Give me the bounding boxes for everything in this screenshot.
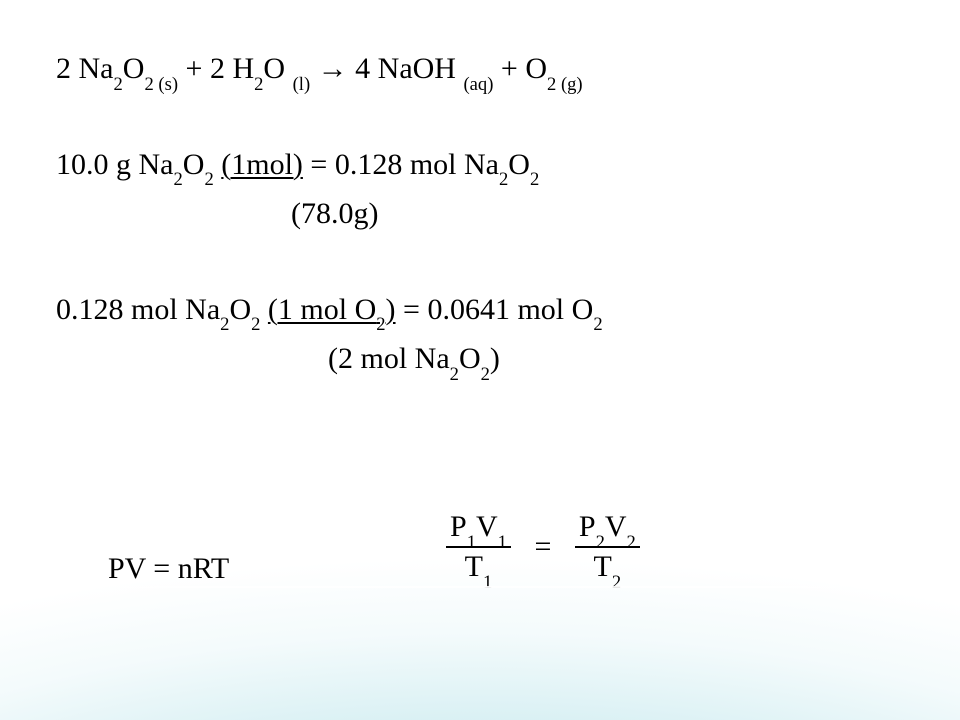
s1-a: 10.0 g Na xyxy=(56,148,173,181)
s2-a: 0.128 mol Na xyxy=(56,293,220,326)
s2-s1: 2 xyxy=(220,314,229,335)
reactant-1-sub2: 2 (s) xyxy=(144,74,178,95)
s2-l2-b: O xyxy=(459,342,481,375)
reactant-2-sub2: (l) xyxy=(293,74,311,95)
coef-2: 2 xyxy=(210,52,233,85)
s1-eq: = 0.128 mol Na xyxy=(303,148,499,181)
reactant-2-sub1: 2 xyxy=(254,74,263,95)
s1-d: O xyxy=(508,148,530,181)
combined-eq: = xyxy=(528,530,557,564)
step1-line2: (78.0g) xyxy=(56,195,904,233)
s1-s3: 2 xyxy=(499,169,508,190)
reactant-2-mid: O xyxy=(263,52,292,85)
step2-line1: 0.128 mol Na2O2 (1 mol O2) = 0.0641 mol … xyxy=(56,291,904,329)
d2-s: 2 xyxy=(612,572,621,593)
reactant-1-sub1: 2 xyxy=(113,74,122,95)
s2-l2-c: ) xyxy=(490,342,500,375)
frac-left-den: T1 xyxy=(446,548,511,584)
n2-s2: 2 xyxy=(627,532,636,553)
d2-a: T xyxy=(594,550,612,583)
d1-s: 1 xyxy=(483,572,492,593)
coef-3: 4 xyxy=(355,52,378,85)
combined-gas-law: P1V1 T1 = P2V2 T2 xyxy=(436,510,650,584)
reactant-2-base: H xyxy=(232,52,254,85)
s2-s2: 2 xyxy=(251,314,260,335)
s2-u-b: ) xyxy=(386,293,396,326)
s1-s2: 2 xyxy=(204,169,213,190)
step1-line1: 10.0 g Na2O2 (1mol) = 0.128 mol Na2O2 xyxy=(56,146,904,184)
n2-s1: 2 xyxy=(596,532,605,553)
s2-u-a: (1 mol O xyxy=(268,293,376,326)
product-2-sub: 2 (g) xyxy=(547,74,583,95)
s2-eq: = 0.0641 mol O xyxy=(396,293,594,326)
n2-a: P xyxy=(579,510,596,543)
frac-right-num: P2V2 xyxy=(575,510,640,548)
s1-ufrac: (1mol) xyxy=(221,148,303,181)
chemical-equation: 2 Na2O2 (s) + 2 H2O (l) → 4 NaOH (aq) + … xyxy=(56,50,904,88)
s2-l2-a: (2 mol Na xyxy=(328,342,450,375)
n2-b: V xyxy=(605,510,627,543)
s2-sp xyxy=(260,293,268,326)
s2-l2-s1: 2 xyxy=(450,364,459,385)
plus-2: + xyxy=(493,52,525,85)
frac-right: P2V2 T2 xyxy=(575,510,640,584)
frac-right-den: T2 xyxy=(575,548,640,584)
s1-l2: (78.0g) xyxy=(291,197,378,230)
reaction-arrow: → xyxy=(310,52,355,85)
ideal-gas-law: PV = nRT xyxy=(108,552,229,586)
product-1-sub: (aq) xyxy=(463,74,493,95)
step2-line2: (2 mol Na2O2) xyxy=(56,340,904,378)
slide-content: 2 Na2O2 (s) + 2 H2O (l) → 4 NaOH (aq) + … xyxy=(56,50,904,378)
ideal-gas-text: PV = nRT xyxy=(108,552,229,585)
frac-left: P1V1 T1 xyxy=(446,510,511,584)
coef-1: 2 xyxy=(56,52,79,85)
s2-u-s: 2 xyxy=(376,314,385,335)
product-1-base: NaOH xyxy=(378,52,464,85)
frac-left-num: P1V1 xyxy=(446,510,511,548)
s1-s1: 2 xyxy=(173,169,182,190)
product-2-base: O xyxy=(525,52,547,85)
reactant-1-mid: O xyxy=(123,52,145,85)
s1-s4: 2 xyxy=(530,169,539,190)
s1-b: O xyxy=(183,148,205,181)
s2-b: O xyxy=(229,293,251,326)
n1-s1: 1 xyxy=(467,532,476,553)
s2-s3: 2 xyxy=(593,314,602,335)
n1-b: V xyxy=(476,510,498,543)
slide-background: 2 Na2O2 (s) + 2 H2O (l) → 4 NaOH (aq) + … xyxy=(0,0,960,720)
s2-u: (1 mol O2) xyxy=(268,293,396,326)
d1-a: T xyxy=(465,550,483,583)
plus-1: + xyxy=(178,52,210,85)
n1-a: P xyxy=(450,510,467,543)
s2-l2-s2: 2 xyxy=(481,364,490,385)
reactant-1-base: Na xyxy=(79,52,114,85)
n1-s2: 1 xyxy=(498,532,507,553)
